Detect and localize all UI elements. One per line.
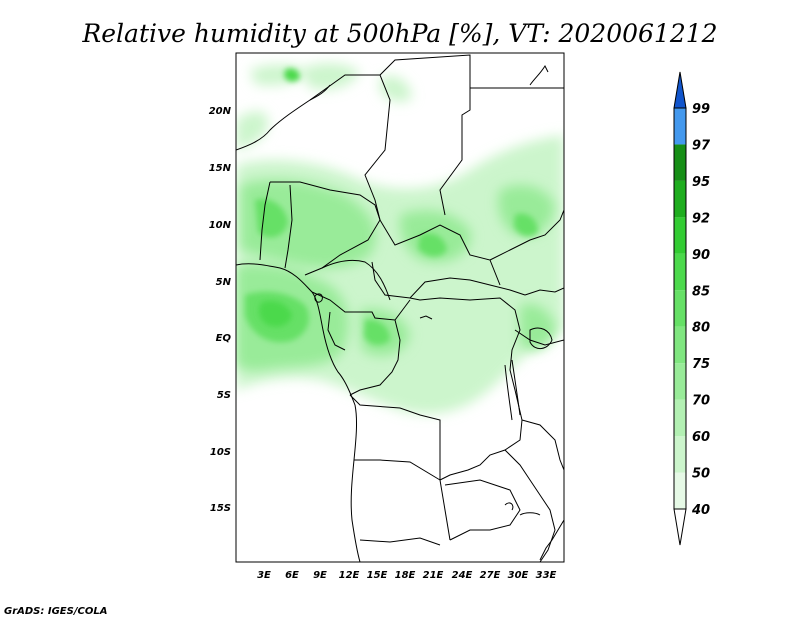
- colorbar-label: 95: [692, 175, 710, 190]
- lon-tick-label: 24E: [452, 570, 473, 581]
- colorbar-label: 80: [692, 321, 710, 336]
- colorbar-label: 99: [692, 102, 710, 117]
- colorbar-segment: [674, 144, 686, 181]
- map-frame: [235, 52, 565, 563]
- colorbar-segment: [674, 180, 686, 218]
- map-panel: [235, 52, 565, 563]
- lon-tick-label: 15E: [367, 570, 388, 581]
- lon-axis: 3E 6E 9E 12E 15E 18E 21E 24E 27E 30E 33E: [257, 570, 556, 581]
- colorbar-label: 40: [691, 503, 710, 518]
- colorbar-label: 75: [692, 357, 710, 372]
- colorbar-labels: 40 50 60 70 75 80 85 90 92 95 97 99: [691, 102, 711, 518]
- lon-tick-label: 27E: [480, 570, 501, 581]
- colorbar-label: 85: [692, 284, 710, 299]
- colorbar-segment: [674, 108, 686, 145]
- colorbar-segment: [674, 326, 686, 364]
- colorbar-label: 90: [692, 248, 710, 263]
- lat-tick-label: 5N: [216, 277, 232, 288]
- lon-tick-label: 33E: [536, 570, 557, 581]
- colorbar-segment: [674, 399, 686, 437]
- lon-tick-label: 9E: [313, 570, 327, 581]
- colorbar-arrow-high: [673, 71, 687, 109]
- lat-tick-label: 5S: [217, 390, 231, 401]
- lat-tick-label: 10S: [210, 447, 231, 458]
- colorbar-segment: [674, 290, 686, 327]
- colorbar-segment: [674, 436, 686, 473]
- colorbar-segment: [674, 472, 686, 509]
- lat-tick-label: 10N: [209, 220, 232, 231]
- lon-tick-label: 30E: [508, 570, 529, 581]
- colorbar-label: 70: [692, 394, 710, 409]
- colorbar-segment: [674, 363, 686, 400]
- humidity-band-90: [258, 68, 300, 327]
- colorbar-label: 92: [692, 211, 710, 226]
- lon-tick-label: 3E: [257, 570, 271, 581]
- colorbar-segment: [674, 253, 686, 291]
- lon-tick-label: 12E: [339, 570, 360, 581]
- lat-tick-label: 15S: [210, 503, 231, 514]
- lat-tick-label: 15N: [209, 163, 232, 174]
- colorbar-segment: [674, 217, 686, 254]
- grads-credit: GrADS: IGES/COLA: [4, 606, 107, 617]
- colorbar-label: 97: [692, 138, 711, 153]
- colorbar-segments: [673, 107, 687, 510]
- colorbar-label: 50: [692, 467, 710, 482]
- lat-axis: 20N 15N 10N 5N EQ 5S 10S 15S: [209, 106, 232, 514]
- humidity-field: [236, 63, 564, 414]
- lat-tick-label: EQ: [216, 333, 232, 344]
- lat-tick-label: 20N: [209, 106, 232, 117]
- lon-tick-label: 21E: [423, 570, 444, 581]
- country-borders: [236, 54, 564, 562]
- lon-tick-label: 6E: [285, 570, 299, 581]
- lon-tick-label: 18E: [395, 570, 416, 581]
- map-title: Relative humidity at 500hPa [%], VT: 202…: [81, 19, 717, 48]
- colorbar-arrow-low: [673, 508, 687, 546]
- colorbar: 40 50 60 70 75 80 85 90 92 95 97 99: [673, 71, 711, 546]
- colorbar-label: 60: [692, 430, 710, 445]
